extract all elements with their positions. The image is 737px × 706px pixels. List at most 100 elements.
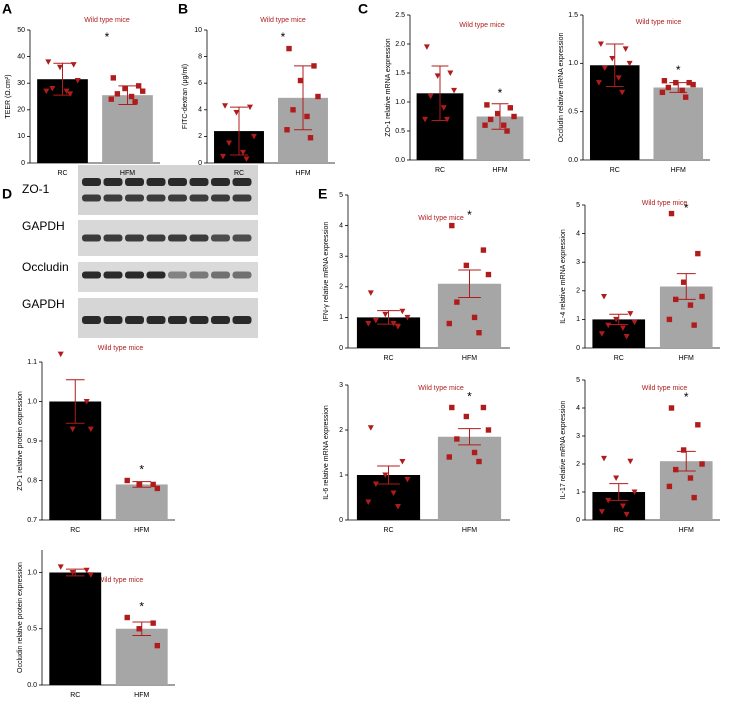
- data-point: [471, 449, 478, 456]
- blot-band: [189, 194, 209, 202]
- data-point: [108, 96, 114, 102]
- blot-label: GAPDH: [22, 219, 65, 233]
- error-bar: [65, 379, 85, 424]
- blot-band: [211, 316, 230, 324]
- blot-band: [211, 194, 230, 202]
- data-point: [367, 425, 374, 431]
- y-tick-label: 0: [576, 517, 580, 524]
- blot-band: [125, 178, 144, 186]
- data-point: [150, 620, 156, 626]
- bar-chart: 0 10 20 30 40 50 TEER (Ω.cm²) Wild type mice RC H…: [5, 17, 160, 177]
- panel-label: D: [2, 186, 12, 202]
- blot-band: [125, 234, 144, 242]
- data-point: [57, 564, 64, 570]
- y-tick-label: 10: [194, 27, 202, 34]
- data-point: [136, 626, 142, 632]
- data-point: [69, 570, 76, 576]
- blot-band: [146, 178, 166, 186]
- data-point: [434, 73, 441, 79]
- data-point: [315, 93, 321, 100]
- significance-star: *: [105, 30, 110, 44]
- data-point: [150, 481, 156, 488]
- x-tick-label: HFM: [120, 170, 135, 177]
- data-point: [613, 475, 620, 481]
- blot-band: [211, 271, 230, 279]
- data-point: [243, 156, 250, 163]
- blot-band: [146, 194, 166, 202]
- data-point: [454, 299, 460, 305]
- significance-star: *: [676, 63, 681, 77]
- data-point: [691, 494, 697, 501]
- data-point: [619, 503, 626, 509]
- data-point: [451, 87, 458, 94]
- y-tick-label: 0.5: [27, 626, 37, 633]
- error-bar: [53, 62, 72, 96]
- x-tick-label: RC: [614, 527, 624, 534]
- data-point: [668, 210, 675, 217]
- data-point: [680, 447, 687, 453]
- x-tick-label: HFM: [671, 167, 686, 174]
- data-point: [399, 308, 406, 315]
- x-tick-label: RC: [383, 355, 393, 362]
- y-tick-label: 2: [339, 427, 343, 434]
- y-tick-label: 0.8: [27, 477, 37, 484]
- significance-star: *: [498, 86, 503, 100]
- blot-band: [146, 316, 166, 324]
- significance-star: *: [139, 463, 144, 477]
- blot-label: ZO-1: [22, 182, 50, 196]
- significance-star: *: [139, 600, 144, 614]
- blot-label: Occludin: [22, 260, 69, 274]
- data-point: [480, 404, 487, 411]
- y-tick-label: 2: [576, 461, 580, 468]
- data-point: [476, 330, 482, 336]
- blot-band: [189, 178, 209, 186]
- x-tick-label: RC: [610, 167, 620, 174]
- bar-chart: 0 1 2 3 IL-6 relative mRNA expression Wild ty…: [323, 382, 510, 534]
- blot-label: GAPDH: [22, 297, 65, 311]
- blot-band: [82, 178, 101, 186]
- data-point: [365, 499, 372, 505]
- error-bar: [458, 428, 481, 446]
- y-tick-label: 20: [17, 107, 25, 114]
- data-point: [390, 321, 397, 327]
- data-point: [619, 89, 626, 96]
- x-tick-label: HFM: [295, 170, 310, 177]
- data-point: [485, 427, 492, 433]
- y-tick-label: 1.0: [568, 60, 578, 67]
- y-tick-label: 0.9: [27, 438, 37, 445]
- data-point: [246, 104, 253, 111]
- y-tick-label: 0.5: [568, 109, 578, 116]
- data-point: [463, 262, 470, 269]
- data-point: [122, 85, 128, 92]
- data-point: [250, 133, 257, 140]
- data-point: [284, 127, 290, 133]
- data-point: [74, 78, 81, 84]
- data-point: [286, 45, 292, 52]
- bar-chart: 0.0 0.5 1.0 1.5 Occludin relative mRNA expre…: [558, 12, 710, 174]
- data-point: [699, 461, 705, 467]
- data-point: [613, 316, 620, 323]
- data-point: [665, 84, 672, 91]
- data-point: [365, 321, 372, 327]
- bar-chart: 0 2 4 6 8 10 FITC-dextran (μg/ml) Wild type mic…: [182, 17, 335, 177]
- panel-label: A: [2, 1, 12, 17]
- y-tick-label: 1.0: [27, 569, 37, 576]
- y-tick-label: 5: [576, 377, 580, 384]
- bar: [437, 436, 502, 520]
- data-point: [372, 481, 379, 487]
- blot-band: [168, 178, 187, 186]
- data-point: [110, 75, 117, 81]
- data-point: [631, 489, 638, 495]
- data-point: [399, 459, 406, 465]
- y-tick-label: 0.0: [395, 157, 405, 164]
- blot-band: [103, 234, 123, 242]
- blot-band: [146, 271, 166, 279]
- y-axis-label: Occludin relative mRNA expression: [558, 33, 565, 143]
- y-tick-label: 4: [576, 230, 580, 237]
- data-point: [114, 91, 121, 97]
- blot-band: [232, 316, 252, 324]
- data-point: [404, 314, 411, 321]
- y-axis-label: ZO-1 relative mRNA expression: [385, 38, 392, 137]
